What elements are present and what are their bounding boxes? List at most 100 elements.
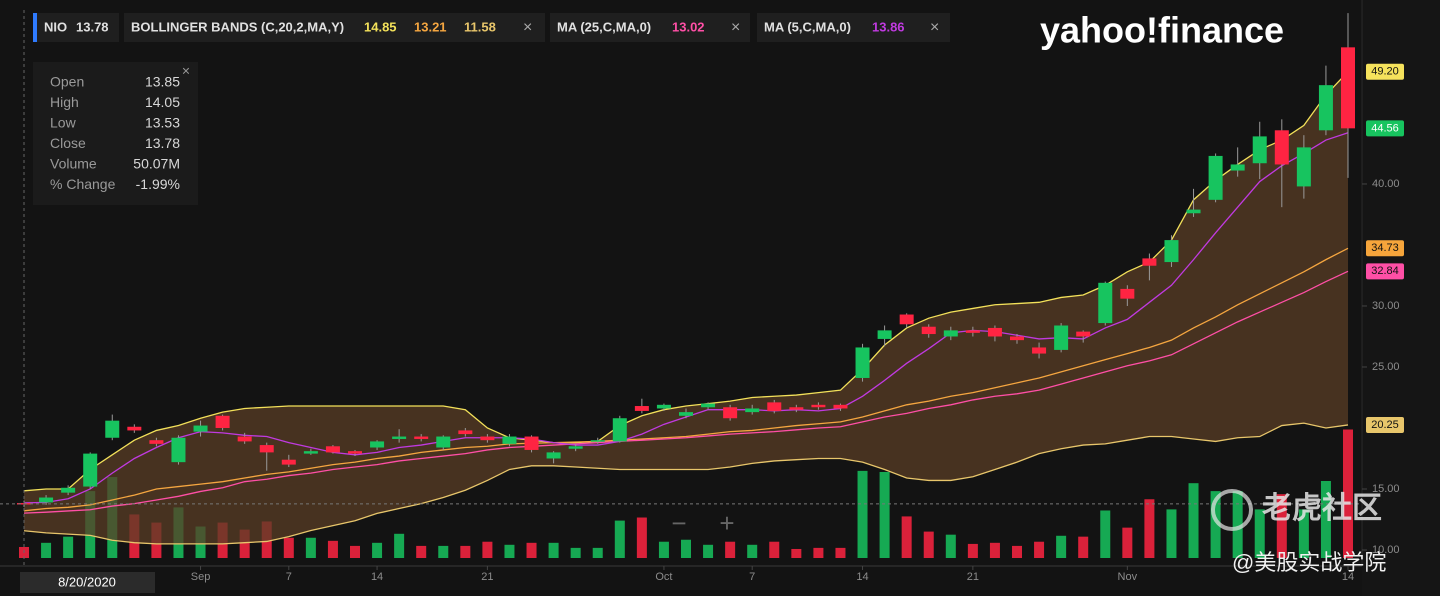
volume-bar	[1144, 499, 1155, 558]
price-badge	[1366, 416, 1404, 433]
x-tick-label: 14	[856, 571, 868, 583]
legend-chip[interactable]	[550, 13, 750, 42]
tooltip-value: 13.85	[145, 74, 180, 90]
x-tick-label: 7	[749, 571, 755, 583]
candle-body	[789, 407, 804, 410]
candle-body	[1120, 288, 1135, 299]
watermark-community: 老虎社区	[1262, 492, 1382, 525]
tooltip-label: High	[50, 94, 79, 110]
volume-bar	[1276, 494, 1287, 558]
volume-bar	[394, 533, 405, 558]
candle-body	[171, 437, 186, 463]
tooltip: × Open 13.85 High 14.05 Low 13.53 Close 13.78 Vo…	[33, 62, 198, 205]
volume-bar	[350, 545, 360, 558]
candle-body	[281, 459, 296, 465]
legend-value: 13.02	[672, 19, 705, 34]
tooltip-value: 14.05	[145, 94, 180, 110]
volume-bar	[372, 542, 383, 558]
tooltip-label: % Change	[50, 176, 116, 192]
legend-close[interactable]: ×	[523, 19, 532, 36]
candle-body	[656, 404, 671, 409]
legend-chip[interactable]	[757, 13, 950, 42]
price-badge-label: 20.25	[1371, 419, 1399, 431]
overlay: yahoo!finance 老虎社区 @美股实战学院 − + 8/20/2020	[20, 10, 1386, 593]
volume-bar	[989, 542, 1000, 558]
candle-body	[149, 440, 164, 444]
candle-body	[546, 452, 561, 459]
candle-body	[259, 445, 274, 453]
legend-value: 13.86	[872, 19, 905, 34]
tooltip-label: Close	[50, 135, 86, 151]
tooltip-value: 13.53	[145, 115, 180, 131]
volume-bar	[1166, 509, 1177, 558]
date-label: 8/20/2020	[58, 574, 116, 589]
volume-bar	[482, 541, 493, 558]
price-badge-label: 34.73	[1371, 242, 1399, 254]
volume-bar	[1100, 510, 1111, 558]
candle-body	[127, 426, 142, 431]
volume-bar	[1210, 491, 1221, 558]
volume-bar	[1122, 527, 1133, 558]
volume-bar	[1078, 536, 1089, 558]
candle-body	[83, 453, 98, 487]
legend-marker	[33, 13, 37, 42]
legend-chip[interactable]	[124, 13, 545, 42]
volume-bar	[747, 544, 758, 558]
legend-indicator: MA (25,C,MA,0)	[557, 19, 651, 34]
legend-chip[interactable]	[33, 13, 119, 42]
candle-body	[701, 403, 716, 408]
indicator-line	[23, 71, 1349, 492]
candle-body	[1208, 155, 1223, 200]
volume-bar	[1254, 509, 1265, 558]
y-tick-label: 25.00	[1372, 361, 1400, 373]
x-tick-label: 14	[1342, 571, 1354, 583]
volume-bar	[1343, 429, 1353, 558]
candle-body	[480, 436, 495, 441]
candle-body	[1098, 282, 1113, 324]
candle-body	[943, 330, 958, 337]
candle-body	[1076, 331, 1091, 337]
candle-body	[877, 330, 892, 339]
indicator-line	[23, 270, 1349, 514]
indicator-line	[23, 247, 1349, 512]
logo: yahoo!finance	[1040, 10, 1284, 51]
legend-value: 13.21	[414, 19, 447, 34]
tooltip-close[interactable]: ×	[182, 63, 190, 79]
legend-indicator: BOLLINGER BANDS (C,20,2,MA,Y)	[131, 19, 344, 34]
volume-bar	[548, 542, 559, 558]
candle-body	[370, 441, 385, 448]
x-tick-label: 21	[967, 571, 979, 583]
volume-bar	[305, 537, 316, 558]
candle-body	[458, 430, 473, 435]
price-badge	[1366, 63, 1404, 80]
candle-body	[568, 446, 583, 449]
volume-bar	[1056, 535, 1067, 558]
zoom-out[interactable]: −	[671, 508, 686, 538]
price-badge	[1366, 120, 1404, 137]
candle-body	[1054, 325, 1069, 350]
volume-bar	[901, 516, 912, 558]
candle-body	[39, 497, 54, 503]
candle-body	[1252, 136, 1267, 164]
tooltip-label: Open	[50, 74, 84, 90]
legend: NIO 13.78 BOLLINGER BANDS (C,20,2,MA,Y) …	[33, 13, 950, 42]
price-badge	[1366, 240, 1404, 257]
candle-body	[965, 330, 980, 333]
candle-body	[811, 404, 826, 408]
candle-body	[1230, 164, 1245, 171]
zoom-in[interactable]: +	[719, 508, 734, 538]
volume-bar	[681, 539, 691, 558]
candle-body	[392, 436, 407, 439]
legend-indicator: MA (5,C,MA,0)	[764, 19, 851, 34]
legend-close[interactable]: ×	[930, 19, 939, 36]
volume-bar	[658, 541, 669, 558]
price-badge-label: 44.56	[1371, 122, 1399, 134]
candle-body	[1010, 336, 1024, 341]
candle-body	[987, 327, 1002, 337]
volume-bar	[1012, 545, 1022, 558]
legend-close[interactable]: ×	[731, 19, 740, 36]
candle-body	[899, 314, 914, 325]
candle-body	[1164, 240, 1179, 263]
indicator-line	[23, 422, 1349, 545]
